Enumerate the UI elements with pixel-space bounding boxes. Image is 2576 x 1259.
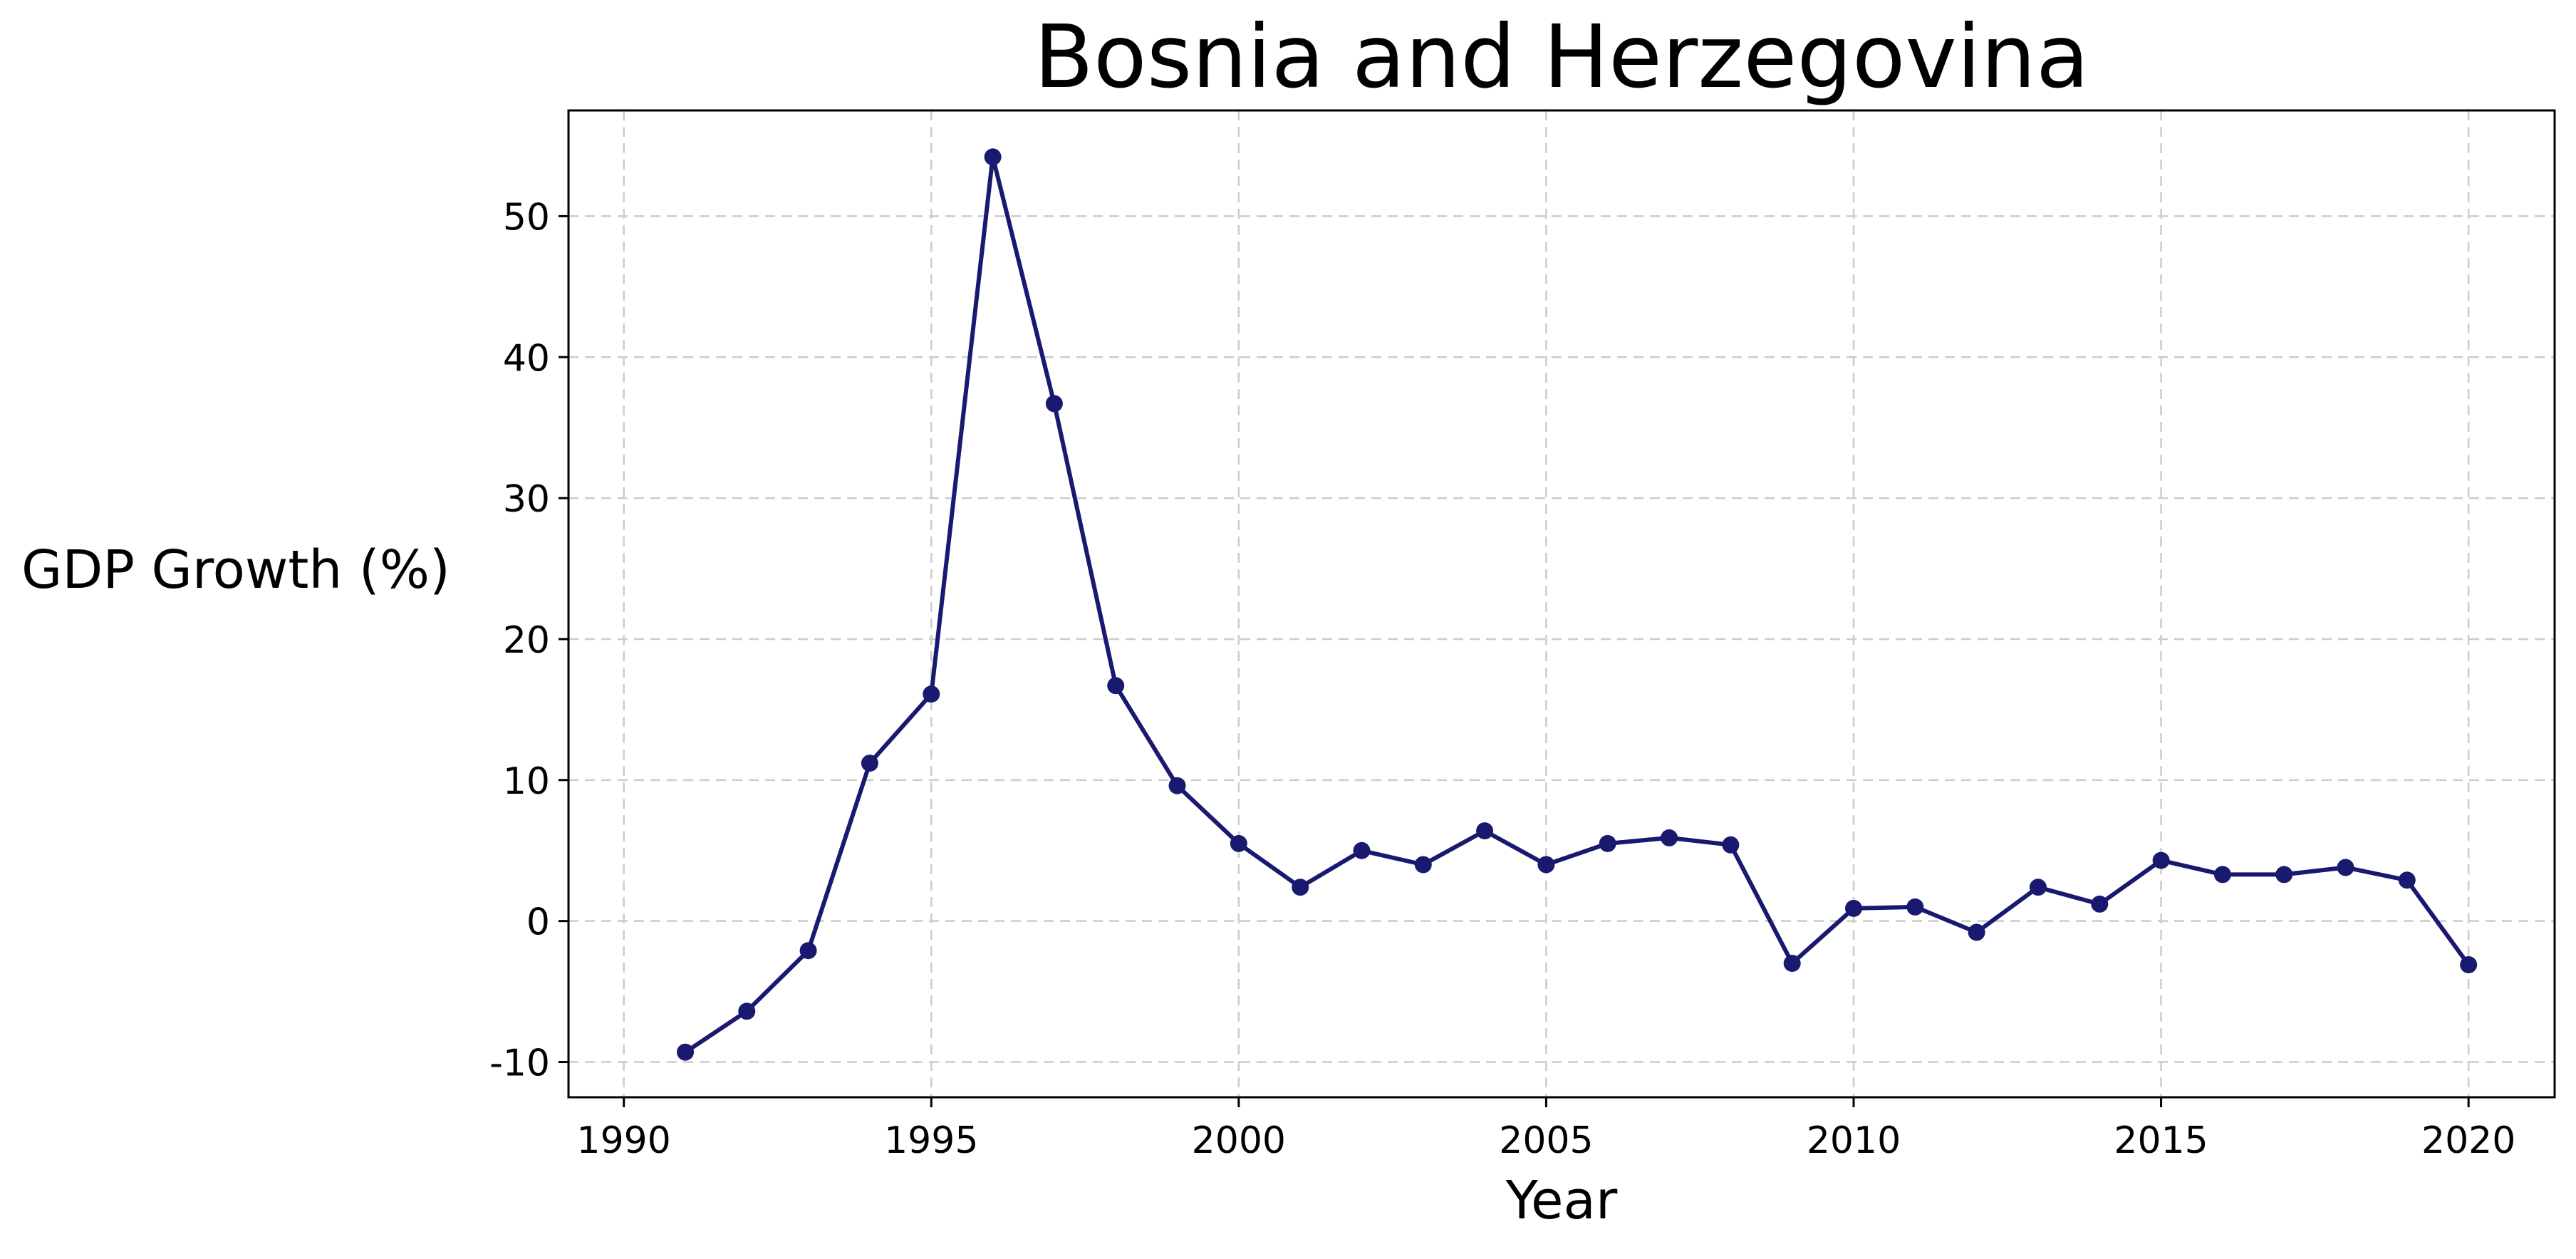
data-point [2398,871,2416,889]
data-point [1968,923,1985,941]
data-point [1783,955,1801,972]
y-axis-ticks: -10 0 10 20 30 40 50 [489,196,568,1085]
x-tick-label: 2005 [1499,1119,1593,1162]
data-point [2152,851,2170,869]
data-point [1230,834,1247,852]
y-tick-label: 30 [503,478,550,521]
data-point [738,1002,756,1020]
data-point [1353,841,1371,859]
series-line [683,155,2471,1055]
data-point [2213,866,2231,884]
y-tick-label: 40 [503,337,550,380]
data-point [2029,879,2047,896]
data-point [1661,829,1678,846]
data-point [1722,836,1740,854]
x-tick-label: 2020 [2421,1119,2515,1162]
data-point [1292,879,1309,896]
data-point [1906,898,1924,916]
y-tick-label: -10 [489,1042,550,1085]
data-point [1414,856,1432,874]
y-tick-label: 10 [503,760,550,803]
data-point [2460,956,2478,973]
data-point [2275,866,2293,884]
data-point [1168,777,1186,794]
y-tick-label: 0 [526,901,550,944]
x-axis-title: Year [1505,1170,1618,1231]
plot-frame [567,109,2556,1099]
x-tick-label: 1990 [577,1119,671,1162]
data-point [923,685,940,703]
grid-layer [568,110,2555,1097]
x-tick-label: 2015 [2114,1119,2208,1162]
data-point [1537,856,1555,874]
data-point [799,942,817,960]
x-tick-label: 2010 [1807,1119,1901,1162]
chart-title: Bosnia and Herzegovina [1034,6,2089,108]
series-layer [677,148,2478,1061]
x-tick-label: 1995 [884,1119,978,1162]
data-point [984,148,1002,166]
x-tick-label: 2000 [1192,1119,1286,1162]
data-point [2337,859,2354,876]
data-point [1845,899,1862,917]
y-tick-label: 20 [503,619,550,662]
data-point [1476,822,1494,840]
x-axis-ticks: 1990 1995 2000 2005 2010 2015 2020 [577,1097,2515,1162]
data-point [1107,677,1125,695]
data-point [1045,395,1063,413]
data-point [2091,895,2109,913]
data-point [1599,834,1616,852]
data-point [677,1043,694,1061]
data-point [861,755,878,772]
y-tick-label: 50 [503,196,550,239]
y-axis-title: GDP Growth (%) [21,539,450,601]
